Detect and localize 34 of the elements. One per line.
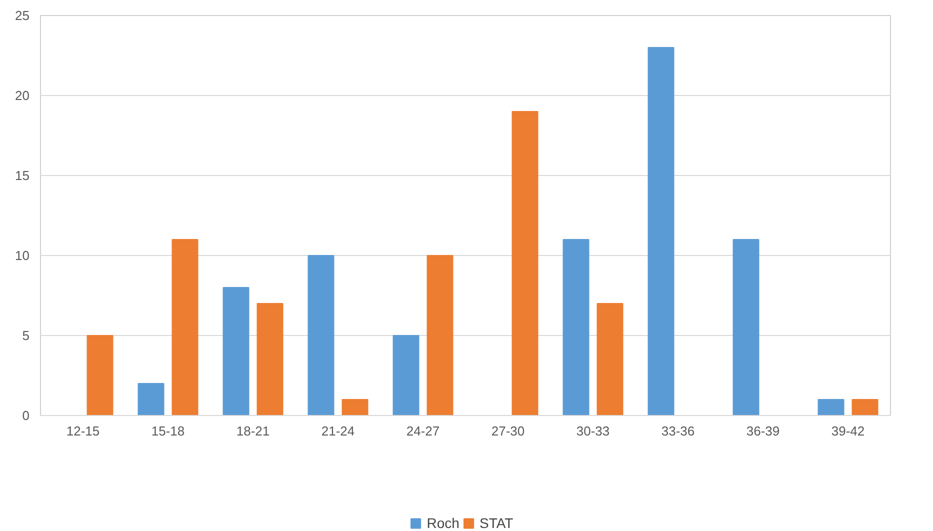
bar xyxy=(308,255,334,416)
bar xyxy=(392,335,420,416)
bar xyxy=(732,239,760,416)
bar xyxy=(172,239,198,416)
y-tick-label: 25 xyxy=(15,8,30,23)
y-tick-label: 5 xyxy=(22,328,30,343)
x-tick-label: 24-27 xyxy=(406,424,440,438)
legend-label: Roch xyxy=(426,515,460,531)
bar xyxy=(648,47,674,416)
x-tick-label: 33-36 xyxy=(661,424,695,438)
x-tick-label: 27-30 xyxy=(491,424,525,438)
y-tick-label: 15 xyxy=(15,168,30,183)
x-tick-label: 18-21 xyxy=(236,424,270,438)
bar xyxy=(222,287,250,416)
bar xyxy=(86,335,114,416)
bar xyxy=(512,111,538,416)
bar xyxy=(342,399,368,416)
bar xyxy=(138,383,164,416)
bar xyxy=(426,255,454,416)
x-tick-label: 21-24 xyxy=(321,424,355,438)
legend-label: STAT xyxy=(479,515,514,531)
x-tick-label: 36-39 xyxy=(746,424,780,438)
bar xyxy=(256,303,284,416)
y-tick-label: 20 xyxy=(15,88,30,103)
y-tick-label: 0 xyxy=(22,408,30,423)
x-tick-label: 12-15 xyxy=(66,424,100,438)
x-tick-label: 30-33 xyxy=(576,424,610,438)
bar xyxy=(596,303,624,416)
bar xyxy=(852,399,878,416)
x-tick-label: 15-18 xyxy=(151,424,185,438)
x-tick-label: 39-42 xyxy=(831,424,865,438)
y-tick-label: 10 xyxy=(15,248,30,263)
bar xyxy=(562,239,590,416)
bar xyxy=(818,399,844,416)
